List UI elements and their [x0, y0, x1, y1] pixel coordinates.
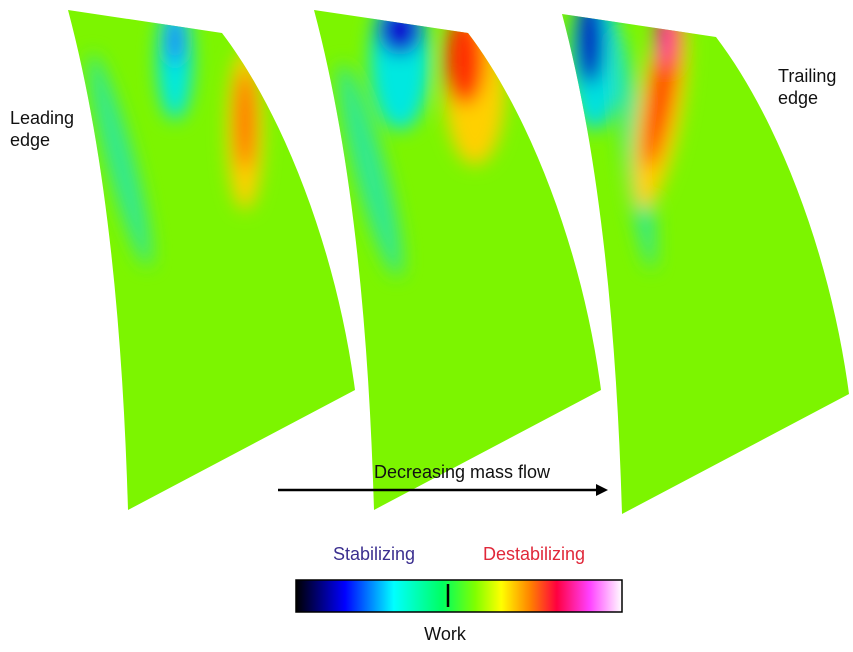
- blade-contour-1: [68, 10, 355, 510]
- arrow-head: [596, 484, 608, 496]
- leading-edge-label: Leading edge: [10, 108, 79, 150]
- destabilizing-label: Destabilizing: [483, 544, 585, 564]
- flow-label: Decreasing mass flow: [374, 462, 551, 482]
- stabilizing-label: Stabilizing: [333, 544, 415, 564]
- colorbar-title: Work: [424, 624, 467, 644]
- blade-contour-2: [314, 10, 601, 510]
- colorbar: [295, 579, 623, 613]
- trailing-edge-label: Trailing edge: [778, 66, 841, 108]
